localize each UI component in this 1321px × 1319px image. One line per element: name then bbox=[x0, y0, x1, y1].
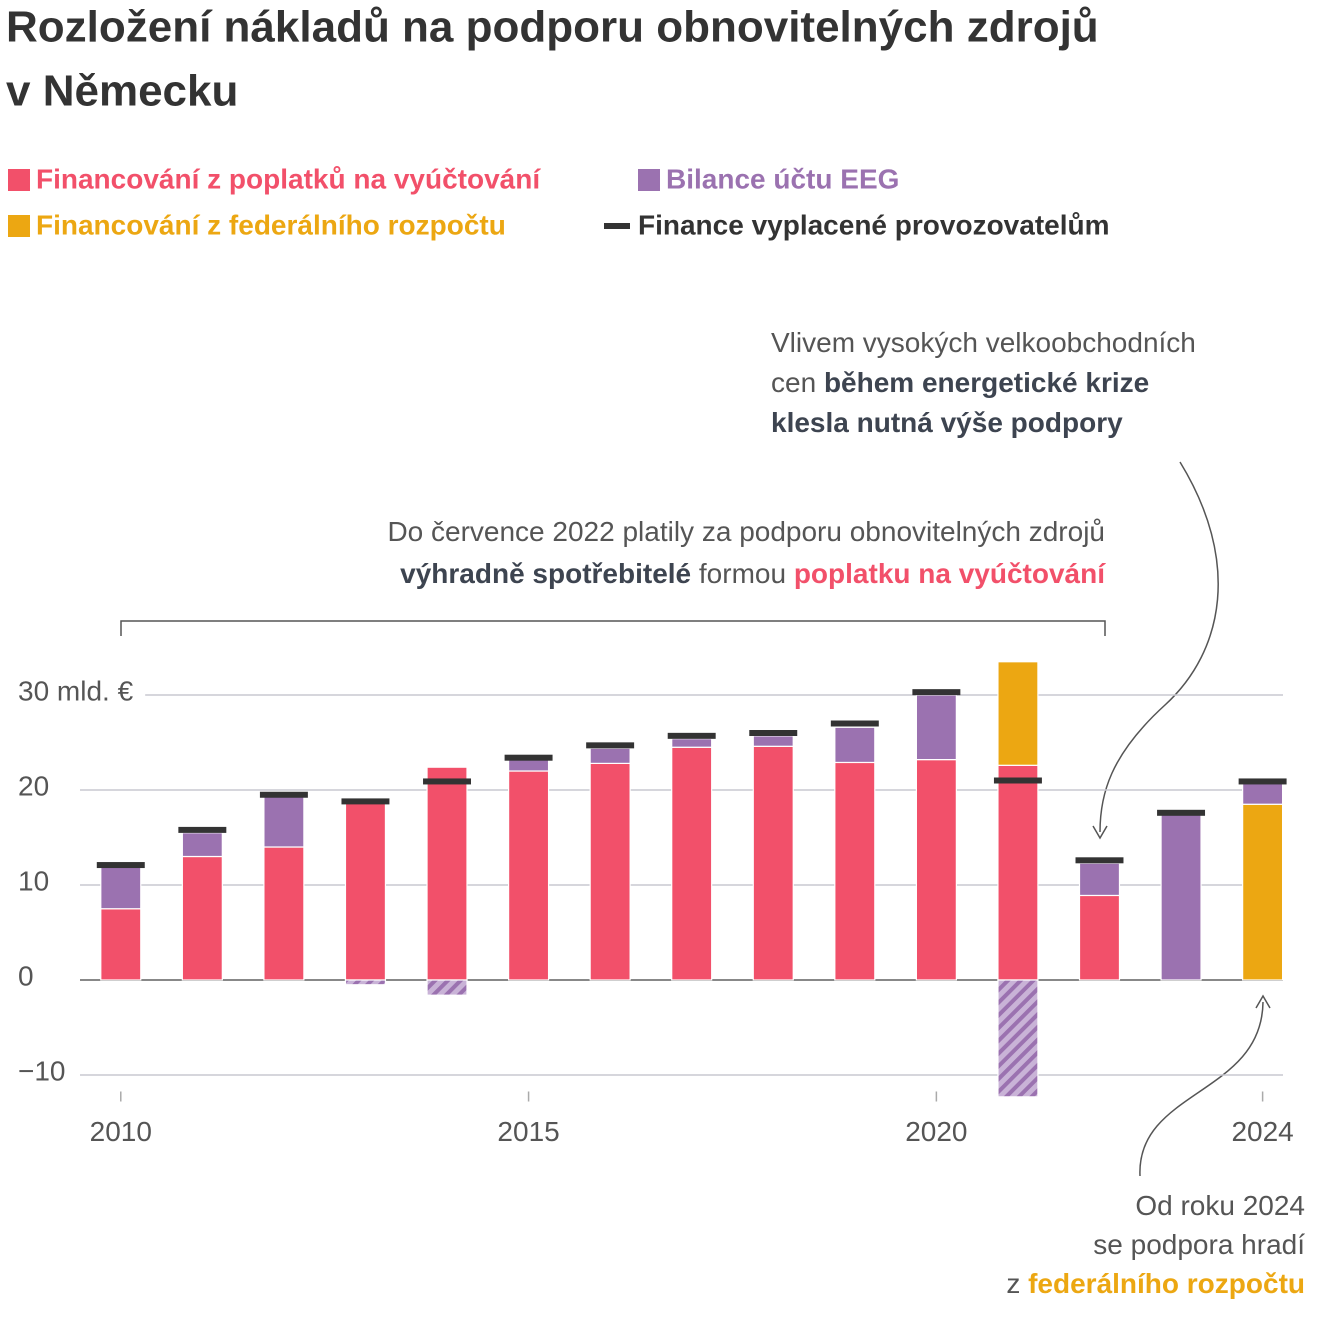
payout-marker bbox=[1238, 778, 1287, 785]
annotation: z federálního rozpočtu bbox=[1006, 1268, 1305, 1299]
y-tick-label: 10 bbox=[18, 865, 49, 896]
arrow bbox=[1099, 461, 1219, 833]
x-tick-label: 2015 bbox=[497, 1116, 559, 1147]
payout-marker bbox=[96, 862, 145, 869]
chart-title: v Německu bbox=[6, 67, 238, 116]
bar-segment bbox=[344, 801, 387, 981]
legend-label: Financování z federálního rozpočtu bbox=[36, 209, 506, 240]
annotation: klesla nutná výše podpory bbox=[771, 407, 1123, 438]
annotation-part: formou bbox=[691, 558, 794, 589]
annotation-part: během energetické krize bbox=[824, 367, 1149, 398]
bar-segment bbox=[100, 866, 142, 910]
annotation: cen během energetické krize bbox=[771, 367, 1149, 398]
annotation-part: poplatku na vyúčtování bbox=[794, 558, 1106, 589]
annotation-part: se podpora hradí bbox=[1093, 1229, 1305, 1260]
y-tick-label: 20 bbox=[18, 770, 49, 801]
annotation-part: federálního rozpočtu bbox=[1028, 1268, 1305, 1299]
annotation-part: Vlivem vysokých velkoobchodních bbox=[771, 327, 1196, 358]
bracket bbox=[120, 620, 1106, 636]
payout-marker bbox=[1075, 857, 1124, 864]
bar-segment bbox=[997, 979, 1039, 1098]
bar-segment bbox=[1242, 782, 1284, 805]
payout-marker bbox=[912, 689, 961, 696]
bar-segment bbox=[426, 766, 468, 981]
bar-segment bbox=[915, 694, 957, 761]
bar-segment bbox=[344, 979, 387, 986]
payout-marker bbox=[749, 730, 798, 736]
annotation-part: výhradně spotřebitelé bbox=[400, 558, 691, 589]
annotation-part: Od roku 2024 bbox=[1135, 1190, 1305, 1221]
legend-label: Bilance účtu EEG bbox=[666, 163, 899, 194]
bar-segment bbox=[671, 746, 713, 981]
bar-segment bbox=[181, 832, 223, 858]
bar-segment bbox=[752, 735, 794, 747]
bar-segment bbox=[997, 661, 1039, 766]
bar-segment bbox=[507, 770, 550, 981]
annotation: výhradně spotřebitelé formou poplatku na… bbox=[400, 558, 1106, 589]
annotation-part: Do července 2022 platily za podporu obno… bbox=[387, 516, 1105, 547]
payout-marker bbox=[667, 732, 716, 739]
bar-segment bbox=[1078, 862, 1121, 897]
bar-segment bbox=[752, 745, 794, 981]
bar-segment bbox=[1078, 894, 1121, 981]
arrow-head bbox=[1092, 825, 1108, 840]
payout-marker bbox=[341, 798, 390, 805]
payout-marker bbox=[504, 754, 553, 761]
arrow bbox=[1139, 1001, 1264, 1177]
annotation: Od roku 2024 bbox=[1135, 1190, 1305, 1221]
annotation: se podpora hradí bbox=[1093, 1229, 1305, 1260]
annotation-part: klesla nutná výše podpory bbox=[771, 407, 1123, 438]
legend-label: Financování z poplatků na vyúčtování bbox=[36, 163, 541, 194]
payout-marker bbox=[178, 826, 227, 833]
y-tick-label: 0 bbox=[18, 960, 34, 991]
payout-marker bbox=[586, 742, 635, 749]
annotation-part: cen bbox=[771, 367, 824, 398]
payout-marker bbox=[993, 777, 1042, 784]
payout-marker bbox=[423, 778, 471, 785]
bar-segment bbox=[1160, 814, 1202, 981]
bar-segment bbox=[915, 758, 957, 981]
annotation-part: z bbox=[1006, 1268, 1028, 1299]
bar-segment bbox=[263, 846, 305, 981]
bar-segment bbox=[834, 761, 876, 981]
bar-segment bbox=[100, 908, 142, 981]
arrow-head bbox=[1255, 994, 1271, 1009]
bar-segment bbox=[1242, 803, 1284, 981]
bar-segment bbox=[589, 747, 631, 765]
payout-marker bbox=[1157, 809, 1206, 816]
bar-segment bbox=[263, 796, 305, 848]
bar-segment bbox=[181, 855, 223, 981]
chart-title: Rozložení nákladů na podporu obnovitelný… bbox=[6, 3, 1099, 52]
x-tick-label: 2024 bbox=[1231, 1116, 1293, 1147]
legend-swatch bbox=[604, 223, 630, 229]
legend-label: Finance vyplacené provozovatelům bbox=[638, 209, 1110, 240]
y-tick-label: 30 mld. € bbox=[18, 675, 134, 706]
x-tick-label: 2020 bbox=[905, 1116, 967, 1147]
legend-swatch bbox=[8, 215, 30, 237]
legend-swatch bbox=[638, 169, 660, 191]
payout-marker bbox=[259, 791, 308, 798]
bar-segment bbox=[426, 979, 468, 996]
bar-segment bbox=[834, 726, 876, 764]
bar-segment bbox=[997, 764, 1039, 981]
x-tick-label: 2010 bbox=[90, 1116, 152, 1147]
annotation: Do července 2022 platily za podporu obno… bbox=[387, 516, 1105, 547]
bar-segment bbox=[671, 738, 713, 748]
legend-swatch bbox=[8, 169, 30, 191]
bar-segment bbox=[589, 762, 631, 981]
annotation: Vlivem vysokých velkoobchodních bbox=[771, 327, 1196, 358]
y-tick-label: −10 bbox=[18, 1055, 66, 1086]
payout-marker bbox=[830, 720, 879, 727]
